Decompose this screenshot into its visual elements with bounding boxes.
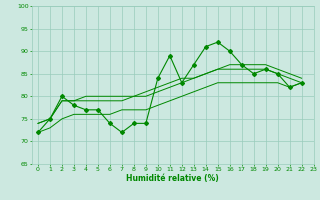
X-axis label: Humidité relative (%): Humidité relative (%) (126, 174, 219, 183)
